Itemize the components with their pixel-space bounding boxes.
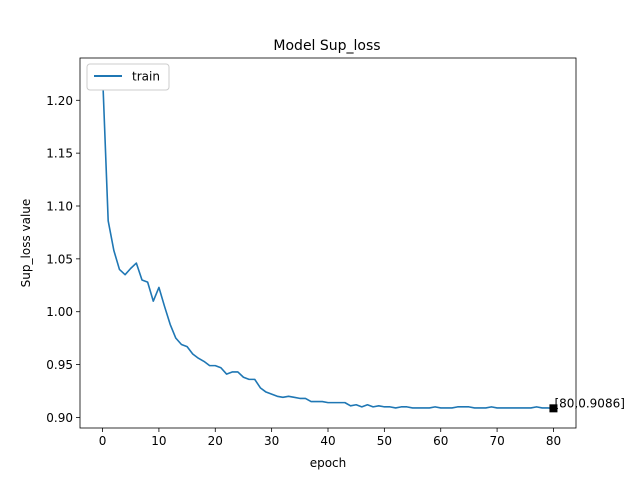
y-tick-label: 1.05 [46,252,73,266]
y-tick-label: 1.15 [46,147,73,161]
legend-frame [86,63,170,91]
x-tick-label: 50 [377,434,392,448]
annotation-label: [80,0.9086] [554,396,624,410]
y-tick-label: 1.20 [46,94,73,108]
chart-title: Model Sup_loss [273,38,380,54]
y-axis-label: Sup_loss value [19,199,33,288]
x-tick-label: 80 [546,434,561,448]
legend-label-train: train [132,70,160,84]
annotation-marker [549,404,558,413]
series-layer [101,73,555,410]
x-tick-label: 40 [320,434,335,448]
x-tick-label: 60 [433,434,448,448]
axis-ticks: 0 10 20 30 40 50 60 70 80 0.90 0.95 1.00 1.05 1.10 1.1… [46,94,561,448]
y-tick-label: 1.10 [46,200,73,214]
x-tick-label: 70 [489,434,504,448]
legend: train [86,63,170,91]
x-axis-label: epoch [310,456,347,470]
x-tick-label: 30 [264,434,279,448]
x-tick-label: 0 [99,434,107,448]
y-tick-label: 0.90 [46,411,73,425]
x-tick-label: 10 [151,434,166,448]
y-tick-label: 1.00 [46,305,73,319]
series-line-train [101,73,555,410]
y-tick-label: 0.95 [46,358,73,372]
x-tick-label: 20 [208,434,223,448]
annotation-layer: [80,0.9086] [549,396,625,413]
plot-area [79,57,577,429]
